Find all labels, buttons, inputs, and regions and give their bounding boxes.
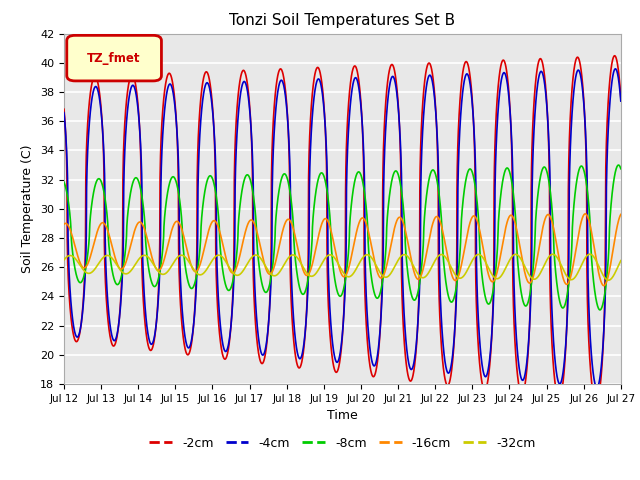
-32cm: [406, 257, 414, 263]
-4cm: [617, 98, 625, 104]
-16cm: [60, 221, 68, 227]
Line: -8cm: -8cm: [64, 165, 621, 310]
-4cm: [593, 384, 601, 390]
FancyBboxPatch shape: [67, 36, 161, 81]
-16cm: [406, 253, 414, 259]
-8cm: [564, 288, 572, 293]
-4cm: [60, 110, 68, 116]
-32cm: [586, 251, 594, 257]
-32cm: [60, 257, 68, 263]
-4cm: [179, 320, 187, 325]
-2cm: [617, 95, 625, 101]
Line: -32cm: -32cm: [64, 254, 621, 280]
-2cm: [406, 378, 414, 384]
-32cm: [605, 277, 612, 283]
Text: TZ_fmet: TZ_fmet: [88, 52, 141, 65]
-8cm: [596, 307, 604, 313]
-8cm: [614, 162, 622, 168]
Line: -4cm: -4cm: [64, 69, 621, 387]
-16cm: [617, 212, 625, 217]
Line: -2cm: -2cm: [64, 56, 621, 403]
-4cm: [564, 298, 572, 303]
-16cm: [581, 211, 589, 216]
-8cm: [617, 166, 625, 171]
-8cm: [617, 166, 625, 172]
-2cm: [179, 335, 187, 340]
-4cm: [216, 312, 223, 318]
-8cm: [397, 182, 404, 188]
-2cm: [592, 400, 600, 406]
X-axis label: Time: Time: [327, 409, 358, 422]
-2cm: [397, 159, 404, 165]
Y-axis label: Soil Temperature (C): Soil Temperature (C): [22, 144, 35, 273]
-32cm: [617, 258, 625, 264]
-8cm: [179, 246, 187, 252]
-16cm: [179, 231, 187, 237]
-2cm: [611, 53, 618, 59]
-32cm: [617, 258, 625, 264]
Line: -16cm: -16cm: [64, 214, 621, 286]
-32cm: [397, 254, 404, 260]
-32cm: [216, 252, 223, 258]
-2cm: [564, 279, 572, 285]
-16cm: [600, 283, 607, 288]
-16cm: [397, 215, 404, 220]
-4cm: [406, 366, 414, 372]
-8cm: [406, 288, 414, 293]
-32cm: [564, 275, 572, 280]
Title: Tonzi Soil Temperatures Set B: Tonzi Soil Temperatures Set B: [229, 13, 456, 28]
-4cm: [612, 66, 620, 72]
-2cm: [617, 93, 625, 98]
-2cm: [60, 107, 68, 112]
-16cm: [564, 281, 572, 287]
-8cm: [60, 180, 68, 185]
-4cm: [617, 96, 625, 102]
-32cm: [179, 253, 187, 259]
Legend: -2cm, -4cm, -8cm, -16cm, -32cm: -2cm, -4cm, -8cm, -16cm, -32cm: [145, 432, 540, 455]
-16cm: [617, 212, 625, 217]
-4cm: [397, 146, 404, 152]
-16cm: [216, 228, 223, 234]
-8cm: [216, 232, 223, 238]
-2cm: [216, 330, 223, 336]
